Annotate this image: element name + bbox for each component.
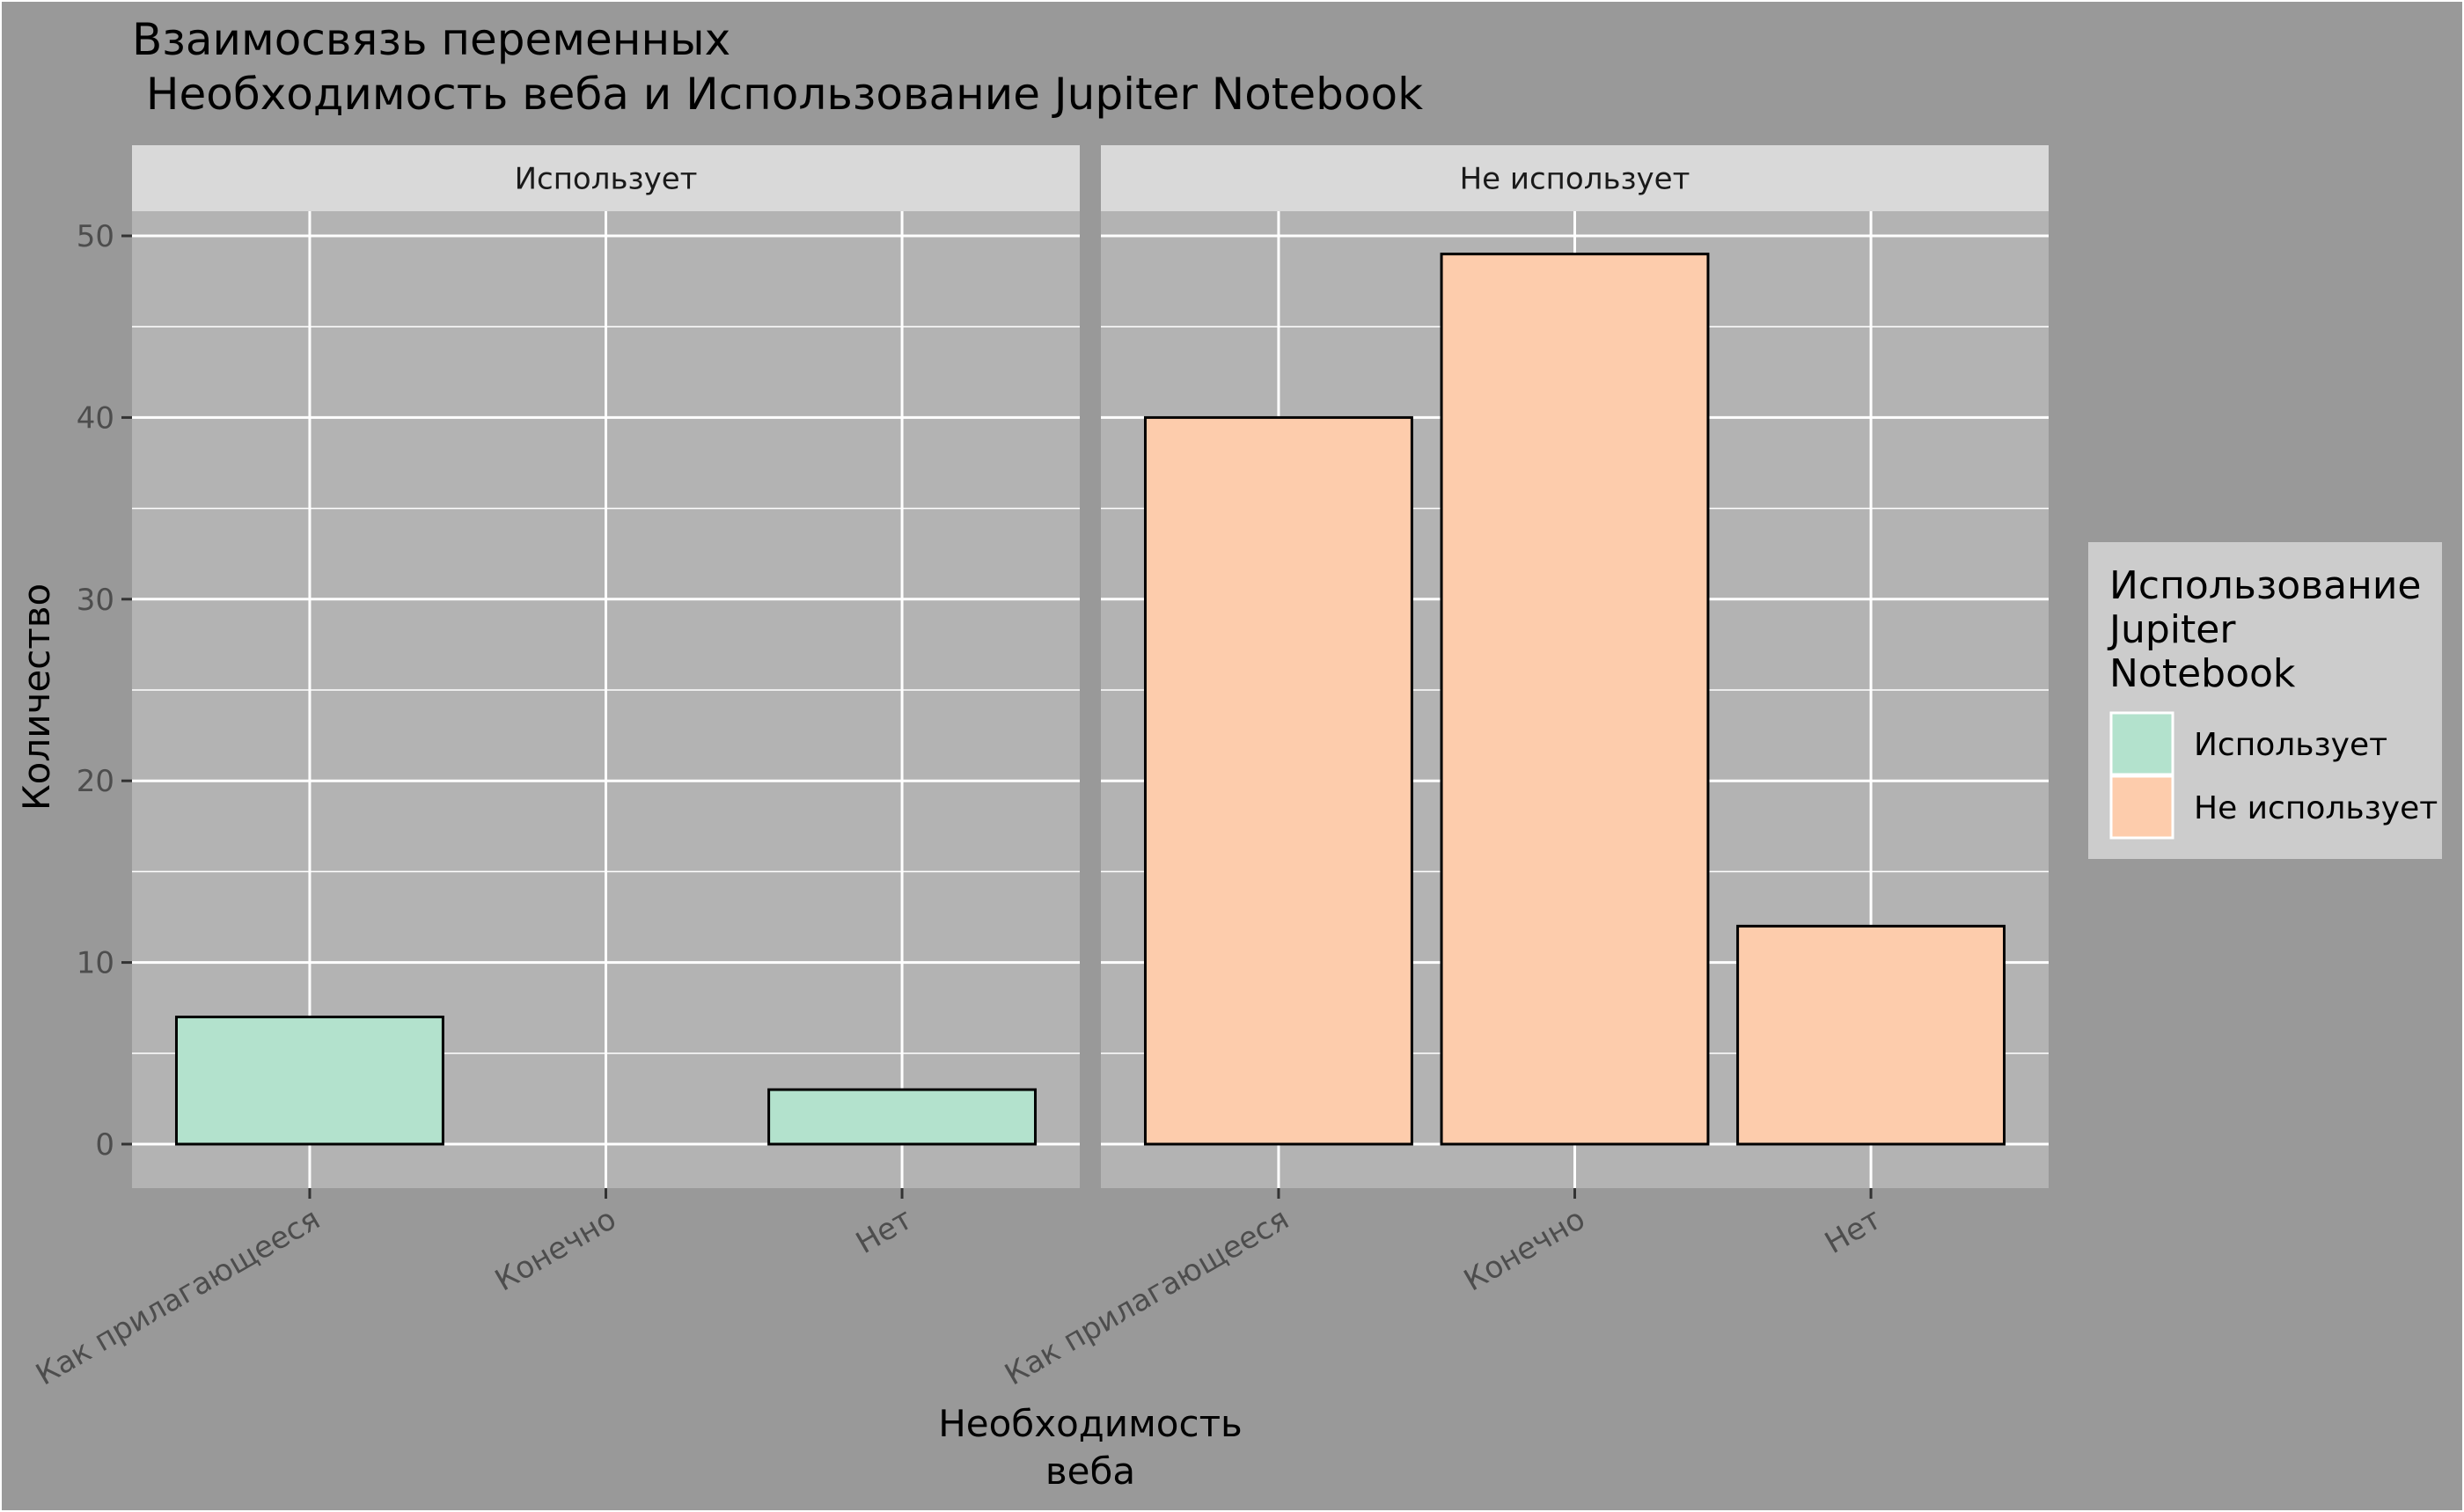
bar	[1440, 253, 1710, 1146]
y-tick-label: 40	[77, 400, 114, 436]
legend: Использование Jupiter Notebook Используе…	[2088, 542, 2442, 859]
bar	[767, 1088, 1038, 1146]
chart-title-line-1: Взаимосвязь переменных	[132, 14, 730, 65]
legend-label-not-uses: Не использует	[2194, 790, 2438, 826]
bar	[1143, 415, 1413, 1146]
y-tick-label: 10	[77, 946, 114, 981]
facet-strip	[132, 145, 1080, 211]
legend-key-uses	[2109, 711, 2174, 776]
facet-strip-label: Использует	[515, 162, 698, 197]
y-tick-label: 50	[77, 219, 114, 254]
x-axis-title-line-1: Необходимость	[938, 1402, 1243, 1445]
facet-strip-label: Не использует	[1460, 162, 1690, 197]
legend-label-uses: Использует	[2194, 727, 2387, 763]
y-tick-label: 30	[77, 583, 114, 618]
y-axis: 0 10 20 30 40 50	[77, 219, 132, 1163]
facet-strip	[1101, 145, 2049, 211]
chart-title-line-2: Необходимость веба и Использование Jupit…	[132, 69, 1423, 120]
legend-title-line-1: Использование	[2109, 563, 2422, 608]
legend-title-line-3: Notebook	[2109, 651, 2296, 696]
y-axis-title: Количество	[15, 584, 58, 811]
legend-key-not-uses	[2109, 774, 2174, 840]
y-tick-label: 20	[77, 764, 114, 799]
bar	[1736, 924, 2006, 1146]
x-axis-title-line-2: веба	[1045, 1450, 1135, 1493]
y-tick-label: 0	[95, 1127, 114, 1163]
legend-title-line-2: Jupiter	[2107, 607, 2236, 652]
bar	[174, 1016, 444, 1146]
